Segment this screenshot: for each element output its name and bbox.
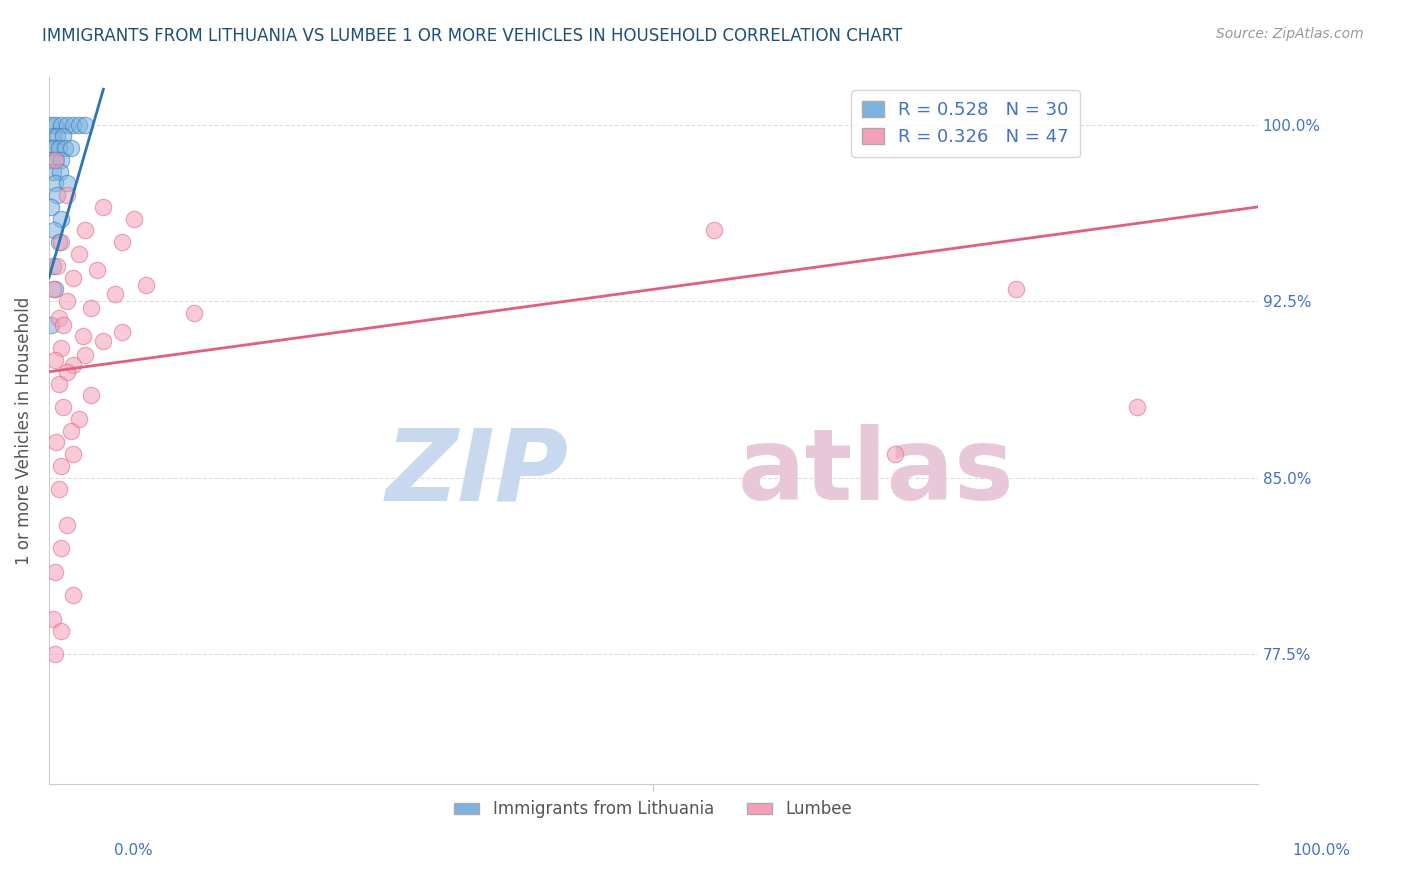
Point — [46, 129, 69, 144]
Point — [49, 235, 72, 250]
Point — [110, 325, 132, 339]
Point — [48, 141, 70, 155]
Point — [56, 294, 79, 309]
Text: ZIP: ZIP — [385, 425, 569, 522]
Point — [110, 235, 132, 250]
Point — [46, 188, 69, 202]
Point — [80, 301, 103, 315]
Point — [53, 141, 76, 155]
Point — [48, 310, 70, 325]
Point — [1005, 282, 1028, 296]
Point — [49, 341, 72, 355]
Point — [44, 282, 66, 296]
Point — [80, 388, 103, 402]
Point — [44, 565, 66, 579]
Point — [41, 259, 63, 273]
Point — [884, 447, 907, 461]
Point — [56, 365, 79, 379]
Point — [41, 164, 63, 178]
Text: atlas: atlas — [738, 425, 1015, 522]
Point — [52, 129, 75, 144]
Point — [62, 270, 84, 285]
Point — [703, 223, 725, 237]
Legend: Immigrants from Lithuania, Lumbee: Immigrants from Lithuania, Lumbee — [447, 794, 859, 825]
Point — [49, 541, 72, 556]
Point — [48, 235, 70, 250]
Point — [42, 223, 65, 237]
Point — [56, 118, 79, 132]
Point — [49, 118, 72, 132]
Point — [56, 188, 79, 202]
Point — [75, 348, 97, 362]
Point — [67, 118, 90, 132]
Point — [44, 177, 66, 191]
Point — [49, 624, 72, 638]
Point — [48, 376, 70, 391]
Point — [62, 118, 84, 132]
Point — [62, 588, 84, 602]
Point — [75, 118, 97, 132]
Point — [42, 141, 65, 155]
Point — [72, 329, 94, 343]
Point — [41, 612, 63, 626]
Point — [52, 400, 75, 414]
Text: 0.0%: 0.0% — [114, 843, 153, 858]
Point — [67, 412, 90, 426]
Point — [67, 247, 90, 261]
Point — [44, 647, 66, 661]
Text: 100.0%: 100.0% — [1292, 843, 1351, 858]
Point — [49, 164, 72, 178]
Point — [122, 211, 145, 226]
Y-axis label: 1 or more Vehicles in Household: 1 or more Vehicles in Household — [15, 296, 32, 565]
Point — [62, 447, 84, 461]
Point — [86, 263, 108, 277]
Point — [49, 458, 72, 473]
Point — [45, 435, 67, 450]
Point — [1126, 400, 1149, 414]
Text: Source: ZipAtlas.com: Source: ZipAtlas.com — [1216, 27, 1364, 41]
Point — [59, 141, 82, 155]
Point — [44, 153, 66, 167]
Point — [46, 259, 69, 273]
Point — [93, 334, 115, 348]
Point — [45, 153, 67, 167]
Point — [44, 353, 66, 368]
Point — [41, 129, 63, 144]
Point — [41, 200, 63, 214]
Text: IMMIGRANTS FROM LITHUANIA VS LUMBEE 1 OR MORE VEHICLES IN HOUSEHOLD CORRELATION : IMMIGRANTS FROM LITHUANIA VS LUMBEE 1 OR… — [42, 27, 903, 45]
Point — [39, 141, 62, 155]
Point — [135, 277, 157, 292]
Point — [41, 118, 63, 132]
Point — [56, 517, 79, 532]
Point — [48, 483, 70, 497]
Point — [41, 282, 63, 296]
Point — [41, 153, 63, 167]
Point — [59, 424, 82, 438]
Point — [56, 177, 79, 191]
Point — [75, 223, 97, 237]
Point — [62, 358, 84, 372]
Point — [49, 211, 72, 226]
Point — [41, 318, 63, 332]
Point — [49, 153, 72, 167]
Point — [93, 200, 115, 214]
Point — [52, 318, 75, 332]
Point — [183, 306, 205, 320]
Point — [104, 287, 127, 301]
Point — [44, 118, 66, 132]
